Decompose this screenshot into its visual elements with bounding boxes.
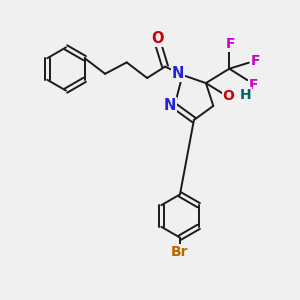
Text: F: F bbox=[248, 79, 258, 92]
Text: O: O bbox=[223, 89, 234, 103]
Text: N: N bbox=[172, 66, 184, 81]
Text: Br: Br bbox=[171, 245, 189, 259]
Text: N: N bbox=[164, 98, 176, 113]
Text: F: F bbox=[226, 37, 236, 51]
Text: H: H bbox=[240, 88, 252, 102]
Text: F: F bbox=[250, 55, 260, 68]
Text: O: O bbox=[151, 31, 163, 46]
